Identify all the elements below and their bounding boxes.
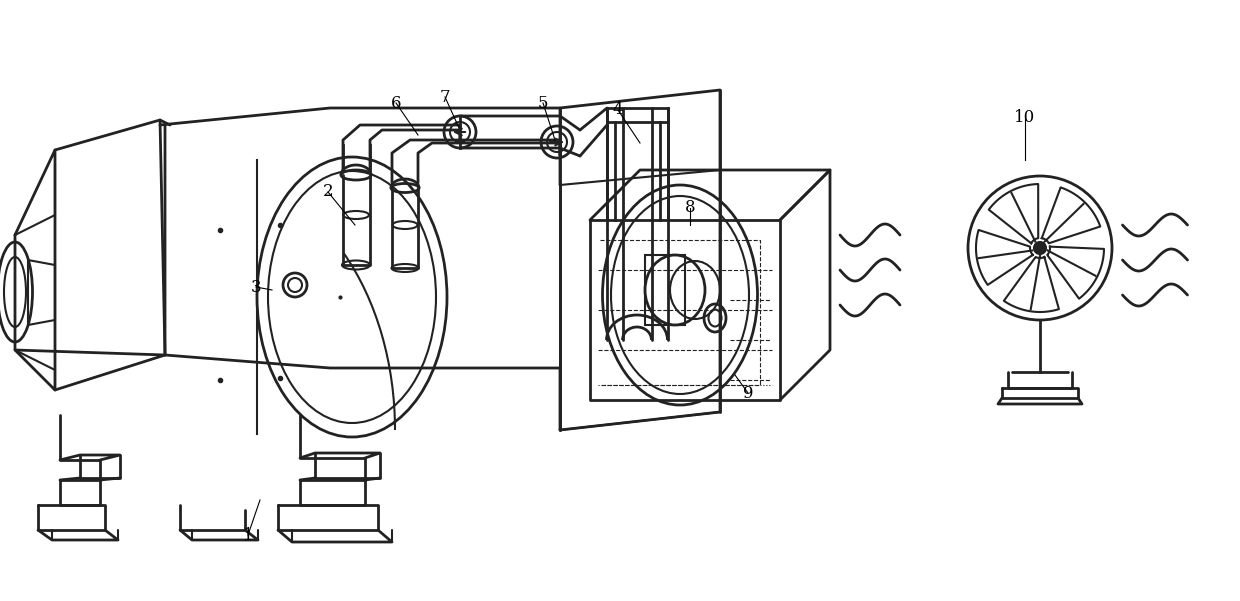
Text: 10: 10 xyxy=(1014,109,1035,126)
Text: 3: 3 xyxy=(250,278,262,296)
Text: 2: 2 xyxy=(322,183,334,201)
Text: 1: 1 xyxy=(243,526,253,543)
Text: 5: 5 xyxy=(538,94,548,112)
Text: 6: 6 xyxy=(391,94,402,112)
Text: 4: 4 xyxy=(613,102,624,118)
Circle shape xyxy=(1034,242,1047,254)
Text: 9: 9 xyxy=(743,385,753,401)
Text: 7: 7 xyxy=(440,88,450,106)
Text: 8: 8 xyxy=(684,200,696,216)
